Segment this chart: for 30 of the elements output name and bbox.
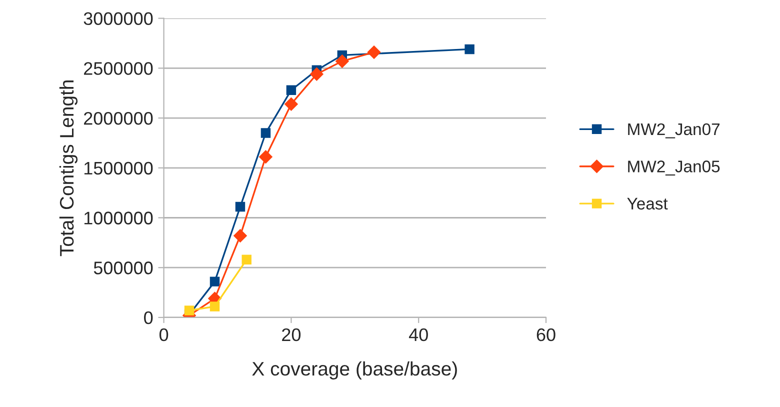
x-tick-label: 0 [159,328,168,342]
point [234,229,247,242]
point [235,202,246,212]
y-tick-label: 1000000 [84,212,153,224]
point [242,254,252,264]
point [259,150,272,164]
point [286,85,296,95]
point [260,128,271,138]
y-tick-label: 0 [144,311,153,324]
point [284,97,298,111]
y-tick-label: 1500000 [84,162,153,175]
point [210,302,220,312]
y-tick-label: 500000 [94,262,153,274]
x-tick-label: 40 [408,328,428,342]
point [310,68,324,81]
legend-label: Yeast [627,198,668,210]
point [184,306,194,316]
legend-label: MW2_Jan07 [628,123,720,138]
point [336,54,349,68]
x-axis-title: X coverage (base/base) [252,361,457,380]
y-tick-label: 3000000 [84,12,153,26]
x-tick-label: 60 [536,328,556,342]
legend-label: MW2_Jan05 [628,160,720,176]
point [210,276,220,286]
y-axis-title: Total Contigs Length [59,80,78,256]
point [367,46,381,59]
point [464,44,474,54]
y-tick-label: 2500000 [84,62,153,75]
y-tick-label: 2000000 [84,112,153,125]
x-tick-label: 20 [282,328,301,342]
